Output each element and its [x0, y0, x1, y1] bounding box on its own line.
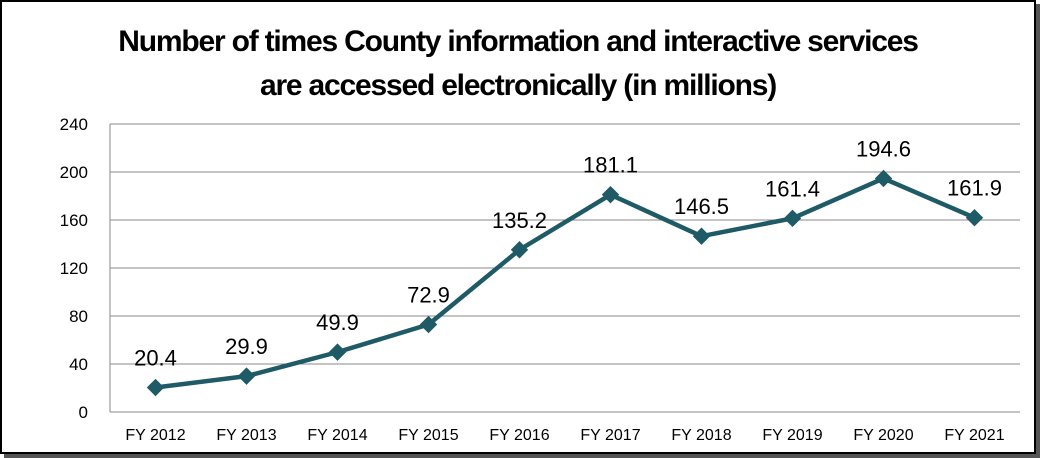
data-point [146, 378, 165, 397]
y-tick-label: 80 [69, 307, 88, 326]
x-tick-label: FY 2013 [216, 427, 276, 444]
data-point [874, 169, 893, 188]
x-tick-label: FY 2019 [762, 427, 822, 444]
y-tick-label: 160 [60, 211, 88, 230]
data-point [419, 315, 438, 334]
x-tick-label: FY 2015 [398, 427, 458, 444]
data-label: 20.4 [134, 346, 177, 371]
data-point [237, 367, 256, 385]
chart-title: Number of times County information and i… [2, 20, 1034, 108]
data-point [601, 185, 620, 204]
data-point [965, 209, 984, 227]
data-point [510, 241, 529, 259]
x-tick-label: FY 2020 [853, 427, 913, 444]
x-tick-label: FY 2014 [307, 427, 367, 444]
y-tick-label: 120 [60, 259, 88, 278]
line-chart: 0 40 80 120 160 200 240 FY 2012 FY 2013 FY 2014 FY… [60, 115, 1020, 444]
data-label: 29.9 [225, 334, 268, 359]
data-label: 161.9 [947, 176, 1002, 201]
data-label: 146.5 [674, 194, 729, 219]
x-tick-label: FY 2021 [944, 427, 1004, 444]
x-tick-label: FY 2012 [125, 427, 185, 444]
y-tick-label: 200 [60, 163, 88, 182]
data-label: 194.6 [856, 136, 911, 161]
chart-title-line-1: Number of times County information and i… [118, 25, 919, 58]
y-tick-label: 240 [60, 115, 88, 134]
x-tick-label: FY 2018 [671, 427, 731, 444]
x-tick-label: FY 2016 [489, 427, 549, 444]
series-line [155, 176, 976, 390]
data-point [328, 343, 347, 361]
y-tick-label: 0 [79, 403, 88, 422]
data-label: 72.9 [407, 283, 450, 308]
x-tick-label: FY 2017 [580, 427, 640, 444]
data-label: 161.4 [765, 176, 820, 201]
data-label: 135.2 [492, 208, 547, 233]
y-tick-label: 40 [69, 355, 88, 374]
data-label: 181.1 [583, 153, 638, 178]
data-point [783, 209, 802, 228]
data-label: 49.9 [316, 310, 359, 335]
chart-title-line-2: are accessed electronically (in millions… [259, 69, 777, 102]
data-point [692, 227, 711, 245]
